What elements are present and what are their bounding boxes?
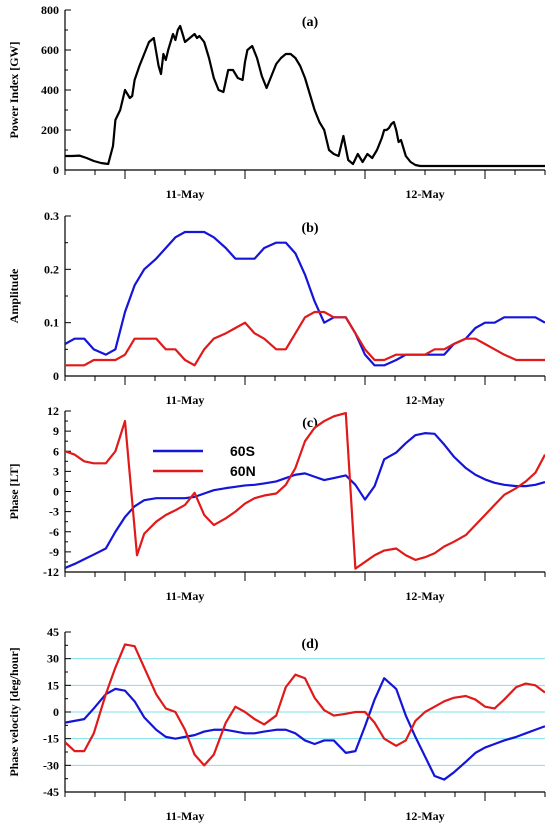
- y-tick-label-c-5: 3: [53, 464, 59, 478]
- y-tick-label-c-7: 9: [53, 424, 59, 438]
- panel-d: -45 -30 -15 0 15 30 45 11-May 12-May Phase veloci…: [7, 625, 546, 823]
- panel-label-b: (b): [301, 221, 318, 236]
- panel-a: 0 200 400 600 800 11-May 12-May Power Index [GW…: [7, 3, 546, 201]
- y-tick-label-c-0: -12: [43, 565, 59, 579]
- y-tick-label-d-6: 45: [47, 625, 59, 639]
- series-line-d-0: [65, 677, 545, 781]
- legend-label-c-1: 60N: [230, 463, 256, 479]
- y-tick-label-c-4: 0: [53, 485, 59, 499]
- y-tick-label-b-1: 0.1: [44, 316, 59, 330]
- x-tick-label-d-1: 12-May: [405, 809, 444, 823]
- y-tick-label-a-3: 600: [41, 43, 59, 57]
- y-axis-title-d: Phase velocity [deg/hour]: [7, 647, 21, 776]
- series-line-c-0: [65, 432, 545, 569]
- series-line-b-0: [65, 230, 545, 367]
- y-tick-label-b-2: 0.2: [44, 262, 59, 276]
- y-tick-label-a-1: 200: [41, 123, 59, 137]
- series-line-d-1: [65, 643, 545, 767]
- x-tick-label-a-1: 12-May: [405, 187, 444, 201]
- y-tick-label-d-0: -45: [43, 785, 59, 799]
- y-tick-label-c-3: -3: [49, 505, 59, 519]
- series-group-d: [65, 643, 545, 781]
- legend-label-c-0: 60S: [230, 443, 255, 459]
- x-tick-label-b-0: 11-May: [166, 393, 205, 407]
- y-axis-title-b: Amplitude: [7, 268, 21, 323]
- panel-label-a: (a): [302, 15, 319, 30]
- panel-label-d: (d): [301, 637, 318, 652]
- x-tick-label-c-0: 11-May: [166, 589, 205, 603]
- y-tick-label-a-4: 800: [41, 3, 59, 17]
- y-tick-label-b-0: 0: [53, 369, 59, 383]
- y-axis-title-c: Phase [LT]: [7, 464, 21, 520]
- x-tick-label-d-0: 11-May: [166, 809, 205, 823]
- panel-c: -12 -9 -6 -3 0 3 6 9 12 11-May 12-May Phase [LT] (c)…: [7, 404, 546, 603]
- gridlines-d: [65, 658, 545, 766]
- y-tick-label-d-3: 0: [53, 705, 59, 719]
- y-tick-label-b-3: 0.3: [44, 209, 59, 223]
- y-tick-label-c-2: -6: [49, 525, 59, 539]
- panel-label-c: (c): [302, 416, 318, 431]
- y-tick-label-d-5: 30: [47, 652, 59, 666]
- panel-b: 0 0.1 0.2 0.3 11-May 12-May Amplitude (b): [7, 209, 546, 407]
- y-tick-label-a-2: 400: [41, 83, 59, 97]
- series-group-b: [65, 230, 545, 367]
- x-tick-label-c-1: 12-May: [405, 589, 444, 603]
- series-line-a-0: [65, 24, 545, 168]
- y-axis-title-a: Power Index [GW]: [7, 41, 21, 138]
- x-tick-label-a-0: 11-May: [166, 187, 205, 201]
- series-line-b-1: [65, 310, 545, 367]
- y-tick-label-c-1: -9: [49, 545, 59, 559]
- y-tick-label-d-2: -15: [43, 732, 59, 746]
- series-line-c-1: [65, 411, 545, 570]
- series-group-c: [65, 411, 545, 570]
- x-tick-label-b-1: 12-May: [405, 393, 444, 407]
- y-tick-label-d-4: 15: [47, 678, 59, 692]
- y-tick-label-d-1: -30: [43, 758, 59, 772]
- y-tick-label-c-8: 12: [47, 404, 59, 418]
- series-group-a: [65, 24, 545, 168]
- y-tick-label-a-0: 0: [53, 163, 59, 177]
- y-tick-label-c-6: 6: [53, 444, 59, 458]
